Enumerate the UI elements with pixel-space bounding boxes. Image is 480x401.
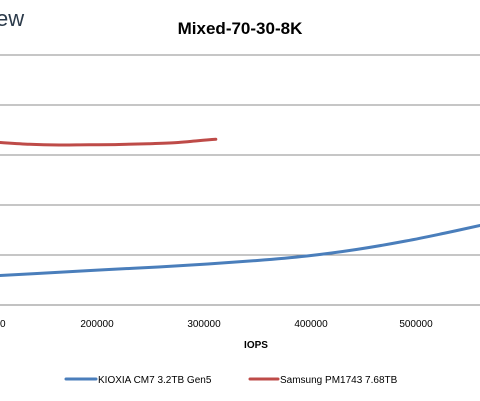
- x-tick-label: 500000: [399, 319, 433, 330]
- legend-label: KIOXIA CM7 3.2TB Gen5: [98, 375, 212, 386]
- x-tick-label: 00: [0, 319, 6, 330]
- chart-title: Mixed-70-30-8K: [178, 19, 303, 38]
- x-axis-ticks: 00 200000 300000 400000 500000: [0, 319, 433, 330]
- watermark-logo-text: ew: [0, 6, 24, 31]
- legend-label: Samsung PM1743 7.68TB: [280, 375, 398, 386]
- legend: KIOXIA CM7 3.2TB Gen5 Samsung PM1743 7.68…: [64, 375, 398, 386]
- x-tick-label: 400000: [294, 319, 328, 330]
- x-axis-label: IOPS: [244, 340, 268, 351]
- x-tick-label: 300000: [187, 319, 221, 330]
- series-line-1: [0, 224, 480, 277]
- series-line-2: [0, 137, 218, 147]
- gridlines: [0, 54, 480, 306]
- x-tick-label: 200000: [80, 319, 114, 330]
- plot-area: [0, 137, 480, 277]
